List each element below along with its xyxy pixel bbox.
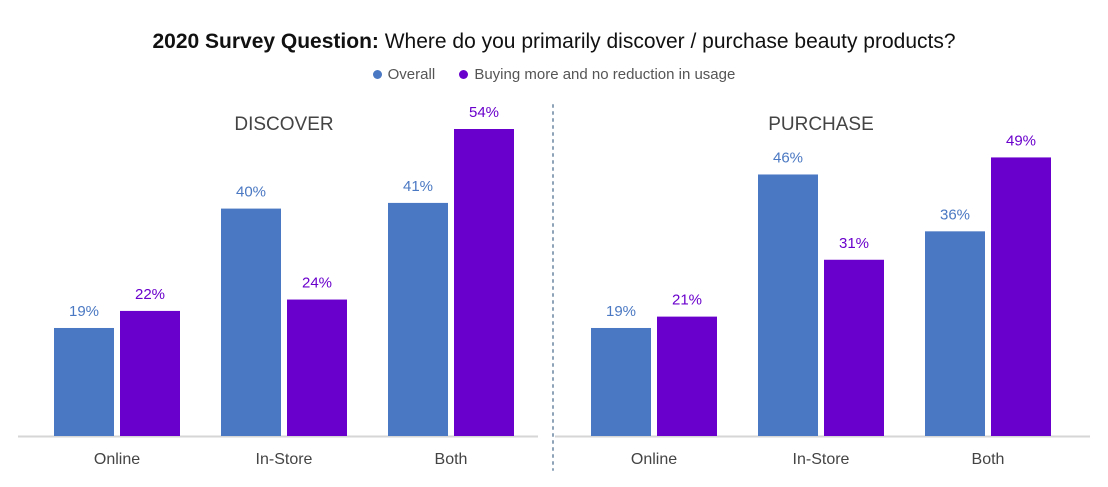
data-label-discover-in-store-series-2: 24% — [302, 275, 332, 292]
data-label-purchase-online-series-1: 19% — [606, 303, 636, 320]
panel-title-purchase: PURCHASE — [768, 114, 874, 135]
data-label-discover-both-series-1: 41% — [403, 178, 433, 195]
data-label-purchase-online-series-2: 21% — [672, 292, 702, 309]
category-label-discover-both: Both — [435, 451, 468, 468]
data-label-discover-both-series-2: 54% — [469, 104, 499, 121]
data-label-purchase-in-store-series-2: 31% — [839, 235, 869, 252]
data-label-discover-online-series-2: 22% — [135, 286, 165, 303]
category-label-purchase-both: Both — [972, 451, 1005, 468]
data-label-purchase-both-series-1: 36% — [940, 206, 970, 223]
category-label-discover-in-store: In-Store — [256, 451, 313, 468]
bar-discover-in-store-series-2 — [287, 299, 347, 436]
category-label-purchase-in-store: In-Store — [793, 451, 850, 468]
data-label-purchase-both-series-2: 49% — [1006, 132, 1036, 149]
chart-title: 2020 Survey Question: Where do you prima… — [0, 30, 1108, 54]
data-label-discover-in-store-series-1: 40% — [236, 184, 266, 201]
bar-purchase-online-series-2 — [657, 316, 717, 436]
legend-label-overall: Overall — [387, 66, 436, 83]
bar-purchase-in-store-series-2 — [824, 259, 884, 436]
bar-discover-online-series-1 — [54, 327, 114, 436]
bar-discover-in-store-series-1 — [221, 208, 281, 436]
chart-title-rest: Where do you primarily discover / purcha… — [378, 30, 956, 53]
category-label-discover-online: Online — [94, 451, 140, 468]
bar-discover-both-series-2 — [454, 129, 514, 436]
bar-purchase-both-series-2 — [991, 157, 1051, 437]
data-label-discover-online-series-1: 19% — [69, 303, 99, 320]
data-label-purchase-in-store-series-1: 46% — [773, 149, 803, 166]
bar-purchase-online-series-1 — [591, 327, 651, 436]
legend-item-overall: Overall — [372, 66, 436, 83]
legend-item-buying-more: Buying more and no reduction in usage — [459, 66, 735, 83]
bar-purchase-both-series-1 — [925, 231, 985, 436]
chart-title-bold: 2020 Survey Question: — [152, 30, 379, 53]
legend-dot-overall — [372, 69, 382, 79]
legend-label-buying-more: Buying more and no reduction in usage — [474, 66, 736, 83]
legend-dot-buying-more — [459, 69, 469, 79]
panel-title-discover: DISCOVER — [234, 114, 333, 135]
bar-discover-online-series-2 — [120, 310, 180, 436]
bar-discover-both-series-1 — [388, 202, 448, 436]
bar-purchase-in-store-series-1 — [758, 174, 818, 436]
category-label-purchase-online: Online — [631, 451, 677, 468]
legend: Overall Buying more and no reduction in … — [0, 66, 1108, 83]
